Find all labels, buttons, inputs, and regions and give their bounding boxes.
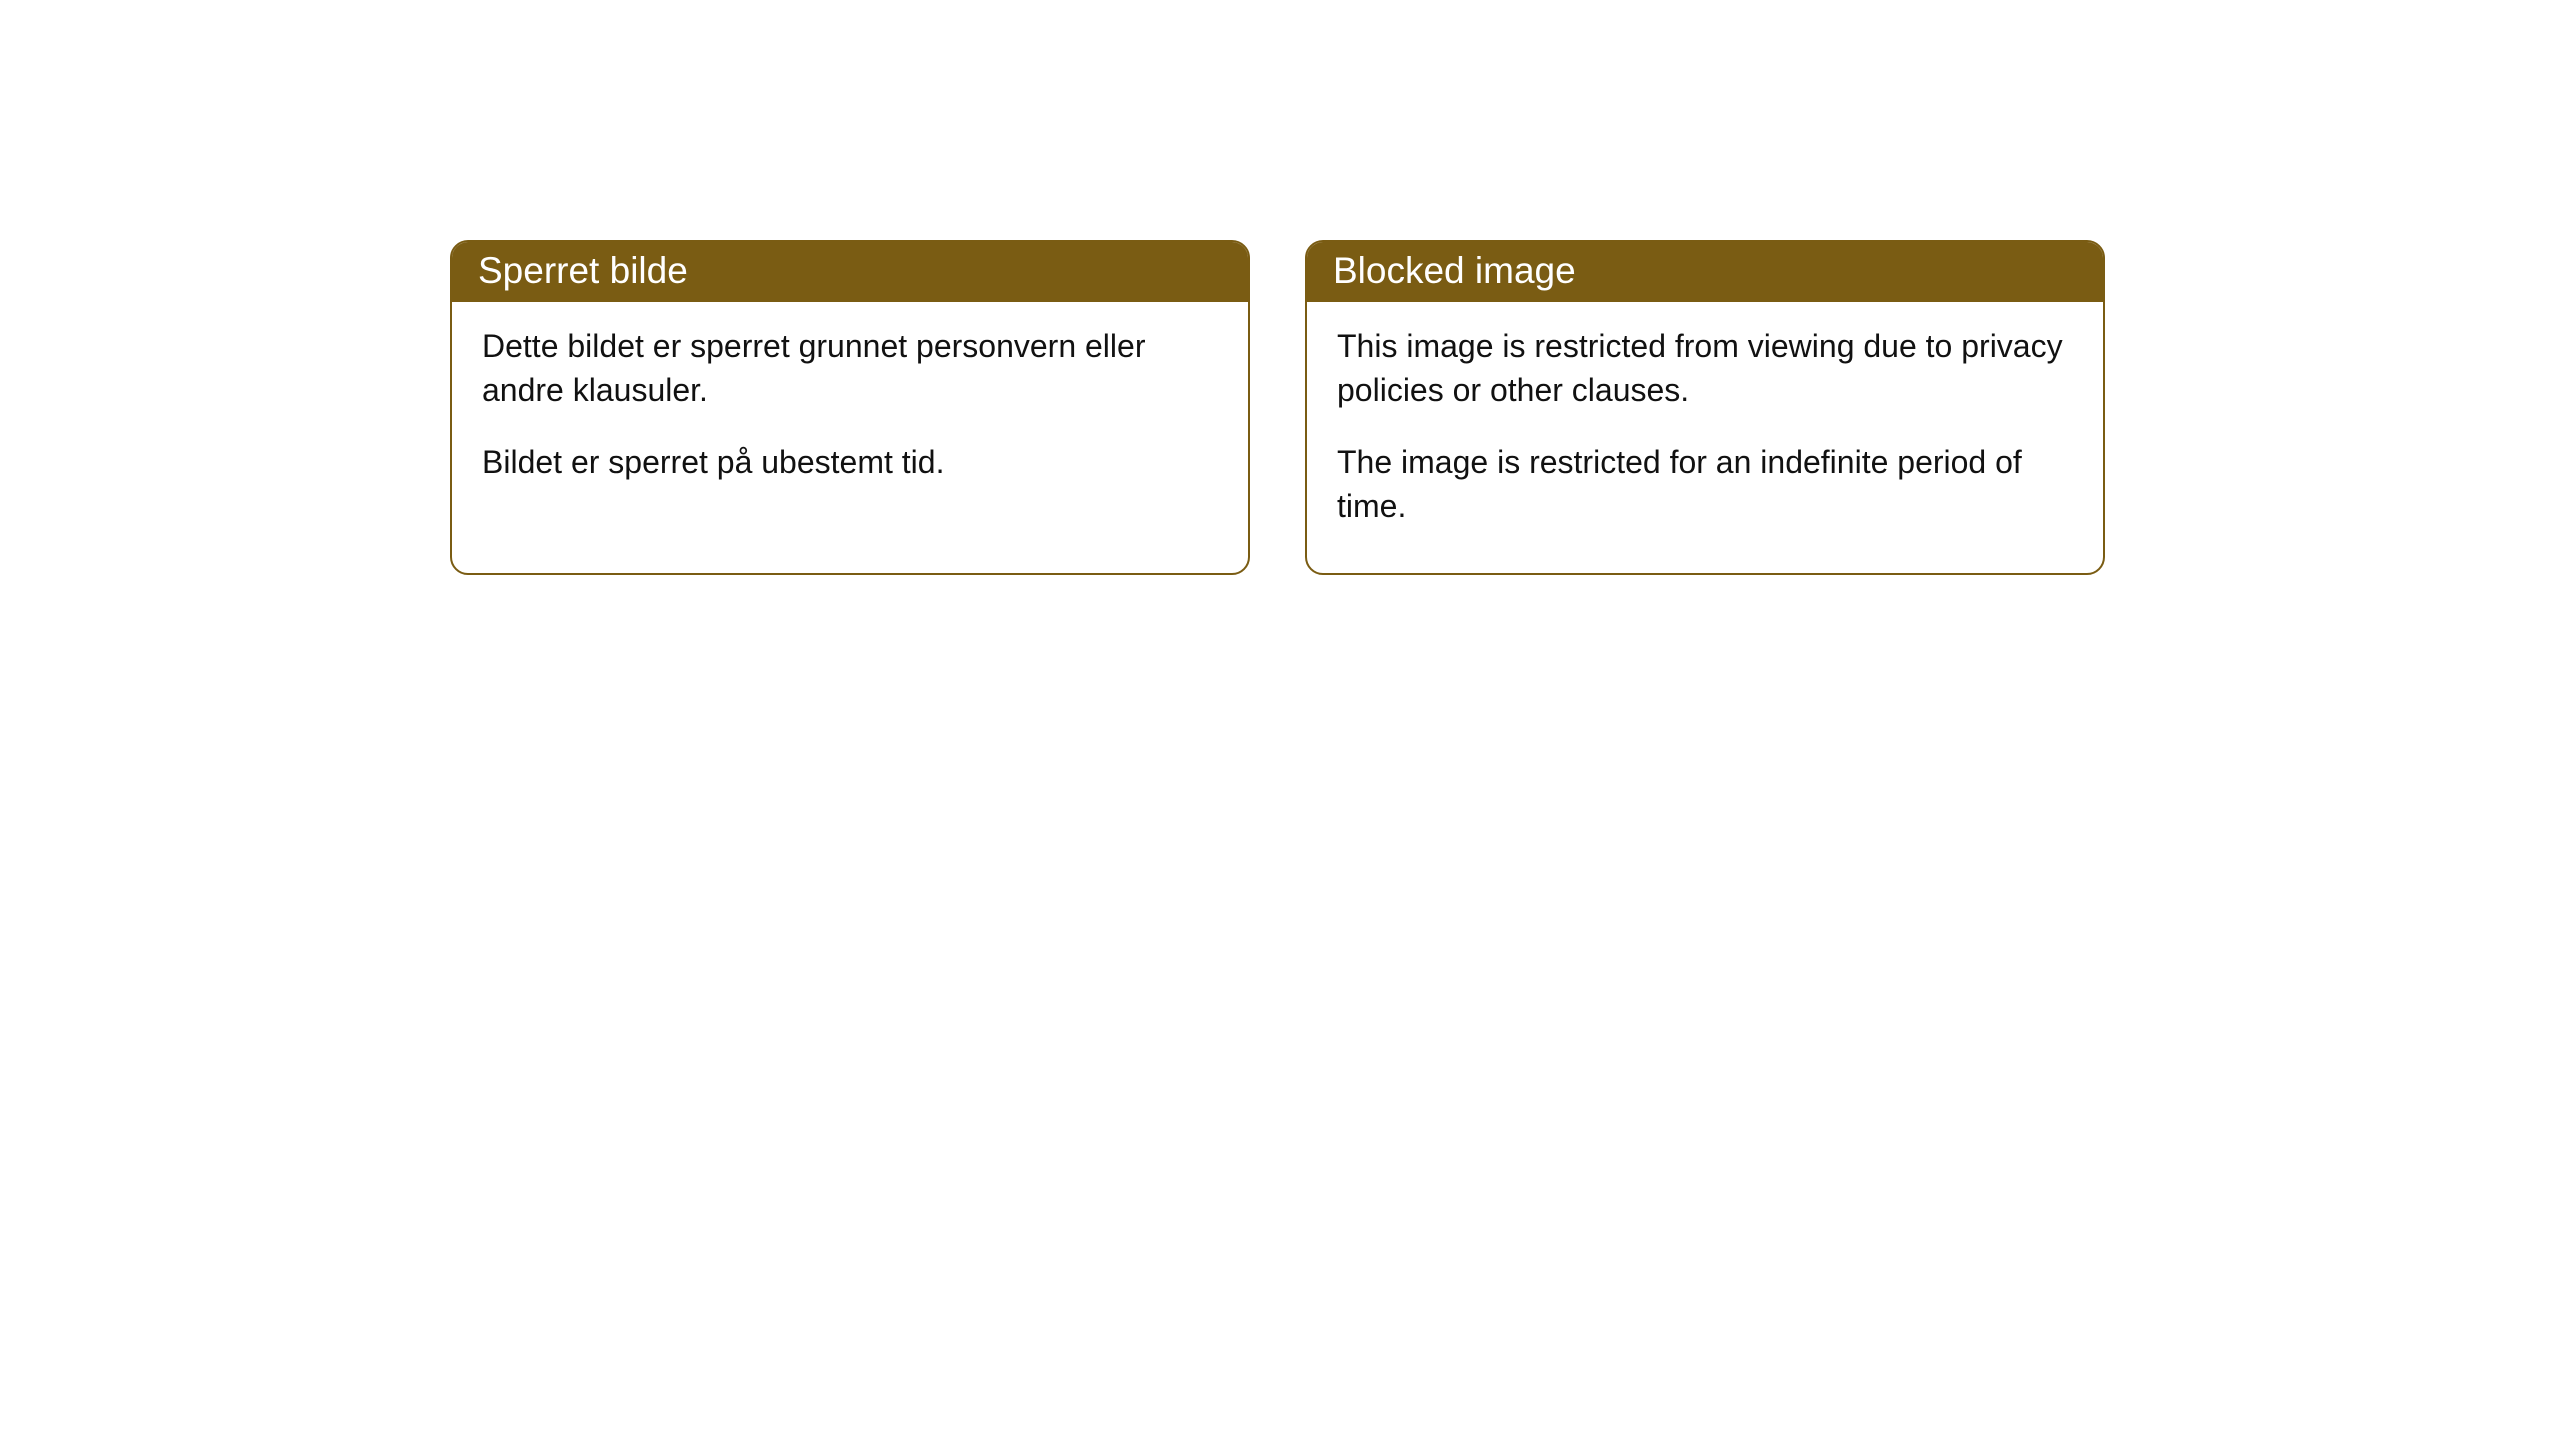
card-paragraph: Bildet er sperret på ubestemt tid.	[482, 440, 1218, 484]
blocked-image-card-norwegian: Sperret bilde Dette bildet er sperret gr…	[450, 240, 1250, 575]
card-title: Blocked image	[1333, 250, 1576, 291]
card-body: Dette bildet er sperret grunnet personve…	[452, 302, 1248, 528]
card-paragraph: The image is restricted for an indefinit…	[1337, 440, 2073, 528]
card-title: Sperret bilde	[478, 250, 688, 291]
blocked-image-card-english: Blocked image This image is restricted f…	[1305, 240, 2105, 575]
card-header: Blocked image	[1307, 242, 2103, 302]
card-paragraph: Dette bildet er sperret grunnet personve…	[482, 324, 1218, 412]
card-body: This image is restricted from viewing du…	[1307, 302, 2103, 573]
card-paragraph: This image is restricted from viewing du…	[1337, 324, 2073, 412]
notice-cards-container: Sperret bilde Dette bildet er sperret gr…	[450, 240, 2560, 575]
card-header: Sperret bilde	[452, 242, 1248, 302]
